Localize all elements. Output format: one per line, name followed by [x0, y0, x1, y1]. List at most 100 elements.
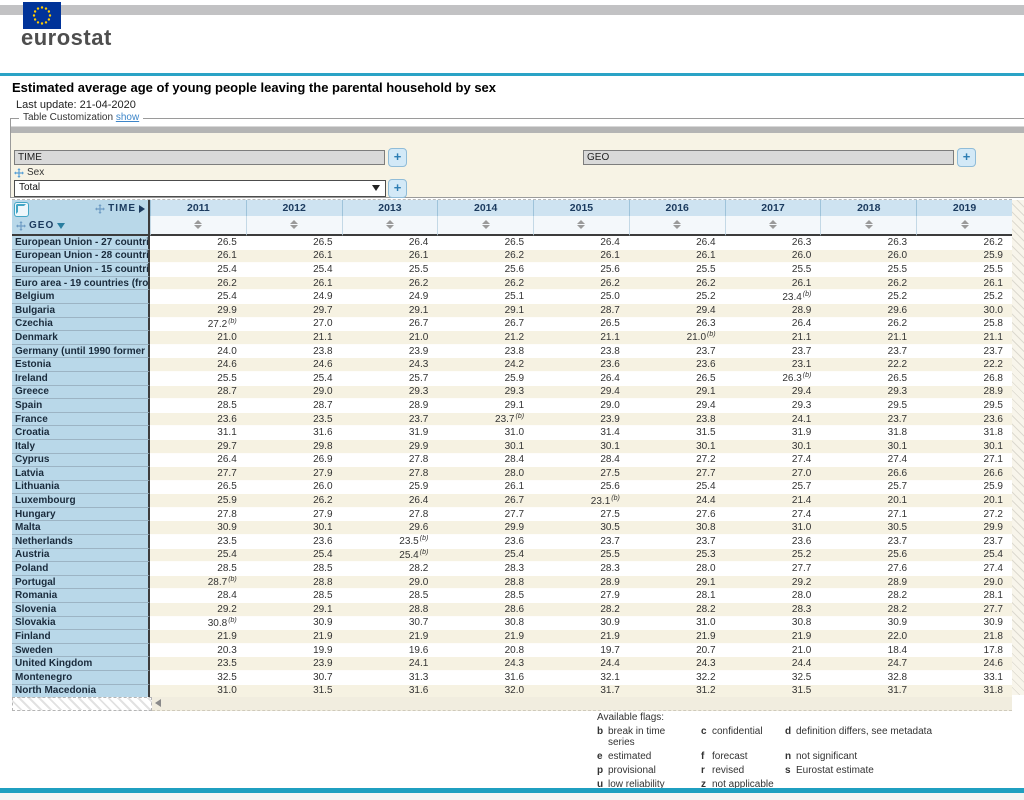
- geo-row-label[interactable]: Greece: [12, 385, 150, 400]
- table-row: Luxembourg 25.9 26.2 26.4 26.7 23.1(b) 24.4 21.…: [12, 494, 1012, 508]
- year-column-header[interactable]: 2016: [628, 200, 725, 216]
- year-column-header[interactable]: 2018: [820, 200, 917, 216]
- table-row: Croatia 31.1 31.6 31.9 31.0 31.4 31.5 31.9 31.8 3…: [12, 426, 1012, 440]
- expand-table-icon[interactable]: [14, 202, 29, 217]
- geo-dimension-field[interactable]: GEO: [583, 150, 954, 165]
- sort-cell[interactable]: [533, 216, 629, 236]
- value-cell: 28.2: [628, 603, 725, 617]
- geo-row-label[interactable]: Poland: [12, 562, 150, 576]
- geo-row-label[interactable]: Estonia: [12, 358, 150, 372]
- year-column-header[interactable]: 2013: [341, 200, 438, 216]
- add-time-button[interactable]: +: [388, 148, 407, 167]
- sort-icon[interactable]: [864, 220, 873, 229]
- row-drop-zone[interactable]: [12, 697, 152, 711]
- year-column-header[interactable]: 2015: [533, 200, 629, 216]
- sex-select[interactable]: Total: [14, 180, 386, 197]
- geo-row-label[interactable]: Slovenia: [12, 603, 150, 617]
- year-column-header[interactable]: 2019: [916, 200, 1012, 216]
- year-column-header[interactable]: 2017: [724, 200, 821, 216]
- value-cell: 25.2: [724, 548, 821, 563]
- sort-cell[interactable]: [341, 216, 438, 236]
- geo-row-label[interactable]: Montenegro: [12, 671, 150, 685]
- value-cell: 23.7: [820, 344, 917, 359]
- sort-cell[interactable]: [724, 216, 821, 236]
- table-row: Slovakia 30.8(b) 30.9 30.7 30.8 30.9 31.0 30.8 3…: [12, 616, 1012, 631]
- value-cell: 26.5: [533, 317, 629, 332]
- value-cell: 28.4: [437, 453, 534, 468]
- geo-row-label[interactable]: Czechia: [12, 317, 150, 332]
- geo-row-label[interactable]: Germany (until 1990 former t: [12, 344, 150, 359]
- geo-row-label[interactable]: Portugal: [12, 575, 150, 590]
- flag-legend-item: c confidential: [701, 726, 781, 748]
- sort-icon[interactable]: [960, 220, 969, 229]
- geo-row-label[interactable]: Lithuania: [12, 480, 150, 495]
- value-cell: 22.2: [820, 358, 917, 372]
- geo-row-label[interactable]: European Union - 15 countrie: [12, 263, 150, 277]
- available-flags-title: Available flags:: [597, 712, 665, 723]
- table-row: Sweden 20.3 19.9 19.6 20.8 19.7 20.7 21.0 18.4 17…: [12, 643, 1012, 658]
- value-cell: 21.9: [150, 630, 246, 644]
- geo-row-label[interactable]: Ireland: [12, 371, 150, 386]
- geo-row-label[interactable]: Belgium: [12, 290, 150, 304]
- sort-icon[interactable]: [385, 220, 394, 229]
- geo-row-label[interactable]: Latvia: [12, 467, 150, 481]
- show-link[interactable]: show: [115, 112, 140, 123]
- geo-row-label[interactable]: Denmark: [12, 331, 150, 345]
- value-cell: 26.2: [245, 494, 342, 508]
- year-column-header[interactable]: 2011: [150, 200, 246, 216]
- sort-cell[interactable]: [437, 216, 534, 236]
- geo-row-label[interactable]: Slovakia: [12, 616, 150, 631]
- add-geo-button[interactable]: +: [957, 148, 976, 167]
- value-cell: 26.3: [724, 236, 821, 250]
- value-cell: 32.8: [820, 671, 917, 685]
- value-cell: 27.7: [150, 467, 246, 481]
- geo-row-label[interactable]: Hungary: [12, 507, 150, 522]
- value-cell: 28.9: [341, 399, 438, 413]
- geo-row-label[interactable]: Cyprus: [12, 453, 150, 468]
- time-axis-handle[interactable]: TIME: [95, 203, 145, 214]
- geo-row-label[interactable]: European Union - 28 countrie: [12, 249, 150, 264]
- sort-icon[interactable]: [673, 220, 682, 229]
- geo-row-label[interactable]: Malta: [12, 521, 150, 536]
- geo-row-label[interactable]: United Kingdom: [12, 657, 150, 671]
- geo-row-label[interactable]: Italy: [12, 439, 150, 454]
- sort-icon[interactable]: [290, 220, 299, 229]
- geo-row-label[interactable]: Romania: [12, 589, 150, 604]
- geo-row-label[interactable]: Finland: [12, 630, 150, 644]
- sort-icon[interactable]: [577, 220, 586, 229]
- sort-cell[interactable]: [245, 216, 342, 236]
- flag-code: b: [597, 726, 604, 737]
- geo-row-label[interactable]: Spain: [12, 399, 150, 413]
- geo-row-label[interactable]: Sweden: [12, 643, 150, 658]
- scroll-left-icon[interactable]: [155, 699, 161, 707]
- sort-cell[interactable]: [628, 216, 725, 236]
- geo-axis-handle[interactable]: GEO: [16, 220, 66, 231]
- geo-row-label[interactable]: Netherlands: [12, 535, 150, 549]
- table-row: Romania 28.4 28.5 28.5 28.5 27.9 28.1 28.0 28.2 2…: [12, 589, 1012, 604]
- time-dimension-field[interactable]: TIME: [14, 150, 385, 165]
- sort-cell[interactable]: [820, 216, 917, 236]
- value-cell: 29.6: [341, 521, 438, 536]
- value-cell: 32.5: [724, 671, 821, 685]
- geo-row-label[interactable]: Bulgaria: [12, 303, 150, 318]
- sort-icon[interactable]: [194, 220, 203, 229]
- geo-row-label[interactable]: Croatia: [12, 426, 150, 440]
- sort-cell[interactable]: [150, 216, 246, 236]
- geo-row-label[interactable]: Luxembourg: [12, 494, 150, 508]
- value-cell: 24.4: [533, 657, 629, 671]
- sort-icon[interactable]: [481, 220, 490, 229]
- geo-row-label[interactable]: Austria: [12, 548, 150, 563]
- table-row: Hungary 27.8 27.9 27.8 27.7 27.5 27.6 27.4 27.1 2…: [12, 507, 1012, 522]
- add-sex-button[interactable]: +: [388, 179, 407, 198]
- sort-icon[interactable]: [768, 220, 777, 229]
- geo-row-label[interactable]: France: [12, 412, 150, 427]
- value-cell: 30.5: [820, 521, 917, 536]
- page-title: Estimated average age of young people le…: [12, 80, 497, 95]
- year-header-row: TIME GEO 2011 2012 2013 2014 2015 2016 2017 201…: [12, 200, 1012, 236]
- geo-row-label[interactable]: Euro area - 19 countries (fror: [12, 276, 150, 291]
- geo-row-label[interactable]: European Union - 27 countrie: [12, 236, 150, 250]
- sort-cell[interactable]: [916, 216, 1012, 236]
- year-column-header[interactable]: 2014: [437, 200, 534, 216]
- year-column-header[interactable]: 2012: [245, 200, 342, 216]
- table-bottom-strip: [152, 697, 1012, 711]
